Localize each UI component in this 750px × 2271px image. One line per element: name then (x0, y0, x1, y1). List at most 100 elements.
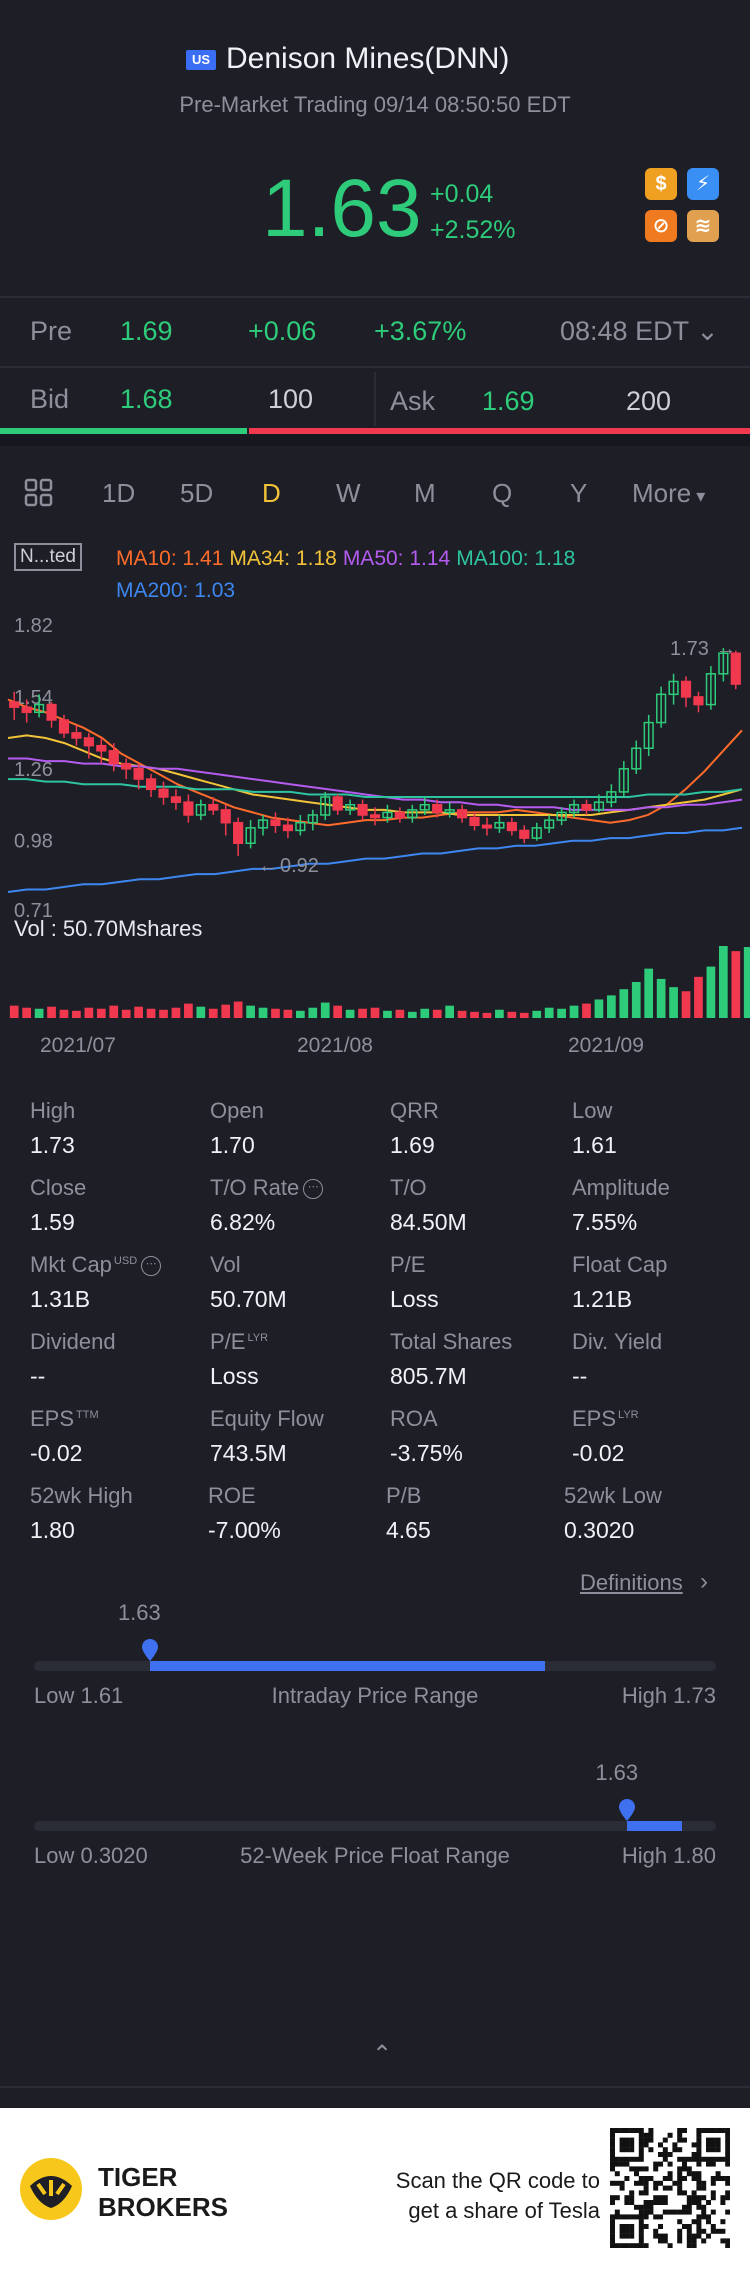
grid-layout-icon[interactable] (24, 478, 54, 513)
dollar-icon[interactable]: $ (645, 168, 677, 200)
tab-5d[interactable]: 5D (180, 478, 214, 508)
ma-legend-item: MA34: 1.18 (229, 547, 337, 570)
candlestick-chart[interactable]: N...ted MA10: 1.41 MA34: 1.18 MA50: 1.14 MA… (0, 530, 750, 1060)
stat-value: 1.73 (30, 1132, 75, 1158)
qr-module (725, 2142, 730, 2148)
volume-bar (296, 1010, 305, 1018)
qr-module (710, 2209, 716, 2215)
stock-title: Denison Mines(DNN) (226, 42, 510, 75)
qr-module (710, 2180, 716, 2186)
qr-module (638, 2219, 644, 2225)
qr-module (614, 2214, 620, 2220)
qr-module (648, 2200, 654, 2205)
qr-module (662, 2200, 668, 2205)
tab-more[interactable]: More ▾ (632, 478, 706, 508)
qr-module (643, 2190, 649, 2196)
stat-label[interactable]: T/O Rate ⋯ (210, 1175, 324, 1201)
candle (581, 803, 592, 811)
qr-module (701, 2228, 707, 2234)
pre-label: Pre (30, 316, 73, 346)
stat-value: 1.80 (30, 1517, 75, 1543)
qr-module (720, 2200, 726, 2205)
adjust-toggle[interactable]: N...ted (14, 543, 82, 571)
qr-module (720, 2238, 726, 2244)
no-short-icon[interactable]: ⊘ (645, 210, 677, 242)
tab-y[interactable]: Y (570, 478, 588, 508)
candle (730, 652, 741, 685)
qr-module (643, 2209, 649, 2215)
lightning-icon[interactable]: ⚡ (687, 168, 719, 200)
candle (245, 827, 256, 844)
candle (656, 693, 667, 724)
info-icon[interactable]: ⋯ (141, 1256, 162, 1277)
qr-module (658, 2152, 663, 2157)
x-tick-label: 2021/07 (40, 1034, 116, 1057)
qr-module (619, 2156, 625, 2162)
qr-module (667, 2132, 673, 2138)
qr-module (653, 2228, 659, 2234)
qr-module (715, 2147, 721, 2153)
qr-module (725, 2156, 730, 2162)
volume-bar (495, 1009, 504, 1018)
arrow-right-icon: → (716, 638, 736, 660)
qr-module (629, 2147, 635, 2153)
tab-1d[interactable]: 1D (102, 478, 136, 508)
qr-module (614, 2243, 620, 2248)
stat-label: P/E LYR (210, 1329, 269, 1354)
volume-bar (320, 1002, 330, 1018)
tab-q[interactable]: Q (492, 478, 513, 508)
ask-size: 200 (626, 386, 672, 416)
candle (705, 673, 717, 706)
candle (133, 768, 144, 780)
qr-module (662, 2185, 668, 2191)
volume-bar (594, 999, 604, 1018)
range-low-label: Low 0.3020 (34, 1843, 148, 1868)
ask-label: Ask (390, 386, 436, 416)
qr-module (614, 2128, 620, 2133)
chevron-right-icon[interactable]: › (700, 1568, 708, 1595)
qr-module (638, 2152, 644, 2157)
qr-module (648, 2128, 654, 2133)
x-tick-label: 2021/09 (568, 1034, 644, 1057)
qr-module (725, 2238, 730, 2244)
candle (382, 811, 393, 819)
qr-module (629, 2195, 635, 2201)
pre-time[interactable]: 08:48 EDT ⌄ (560, 316, 719, 346)
qr-module (624, 2233, 630, 2239)
qr-module (706, 2137, 711, 2143)
candle (46, 703, 57, 721)
candle (407, 809, 418, 819)
volume-bar (109, 1005, 119, 1018)
volume-bar (557, 1008, 566, 1018)
stat-label: Close (30, 1175, 87, 1200)
info-icon[interactable]: ⋯ (303, 1179, 324, 1200)
qr-module (691, 2238, 697, 2244)
qr-module (710, 2147, 716, 2153)
stat-label[interactable]: Mkt Cap USD ⋯ (30, 1252, 162, 1278)
qr-module (706, 2219, 711, 2225)
qr-module (610, 2200, 615, 2205)
tab-m[interactable]: M (414, 478, 436, 508)
volume-bar (656, 978, 666, 1018)
range-high-label: High 1.73 (621, 1683, 716, 1708)
volume-bar (706, 966, 716, 1018)
qr-module (710, 2142, 716, 2148)
promo-footer[interactable]: TIGER BROKERS Scan the QR code to get a … (0, 2108, 750, 2271)
y-tick-label: 1.82 (14, 615, 53, 637)
arrow-left-icon: ← (258, 855, 278, 877)
layers-icon[interactable]: ≋ (687, 210, 719, 242)
tab-w[interactable]: W (336, 478, 361, 508)
volume-bar (34, 1008, 44, 1018)
qr-module (638, 2147, 644, 2153)
tab-d[interactable]: D (262, 478, 281, 508)
qr-module (720, 2176, 726, 2181)
volume-bar (358, 1008, 367, 1018)
qr-module (638, 2128, 644, 2133)
stat-value: -0.02 (572, 1440, 625, 1466)
stat-label: ROA (390, 1406, 438, 1431)
qr-module (686, 2195, 692, 2201)
chevron-up-icon[interactable]: ⌃ (372, 2041, 393, 2068)
definitions-link[interactable]: Definitions (580, 1570, 683, 1595)
stat-value: -- (30, 1363, 46, 1389)
qr-module (610, 2166, 615, 2172)
